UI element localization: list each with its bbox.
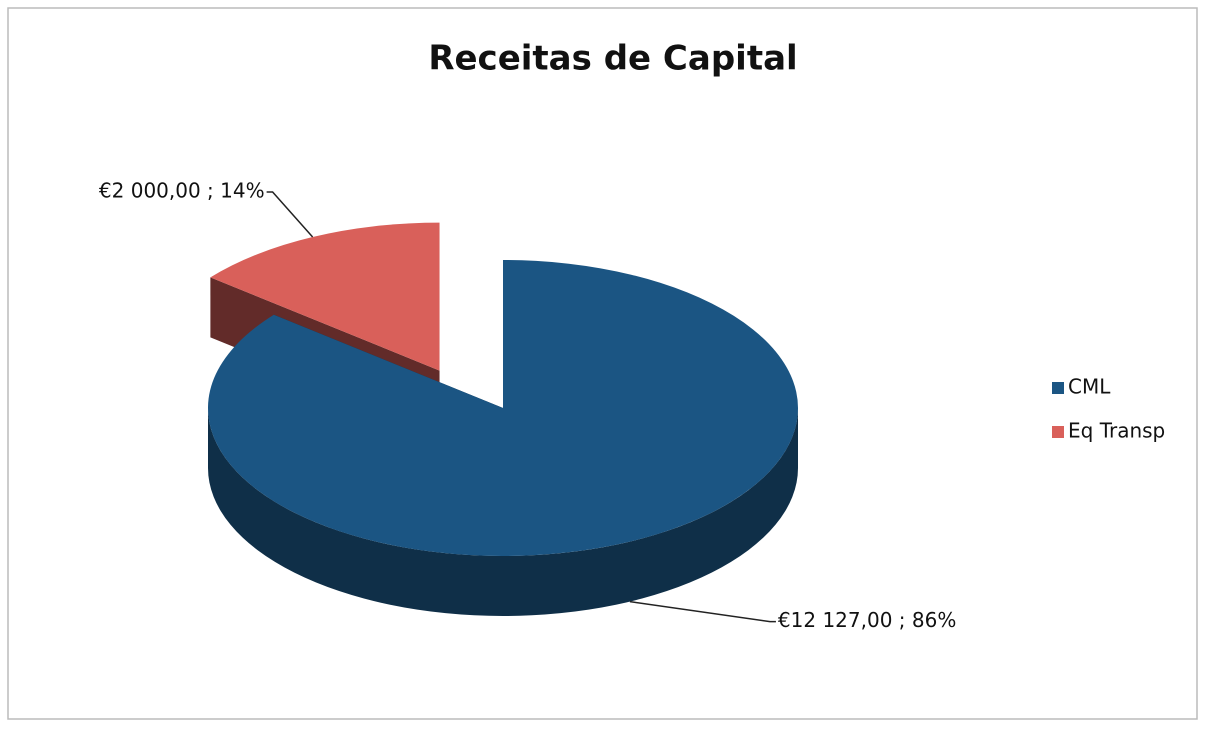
legend-label: CML — [1068, 375, 1111, 399]
legend-swatch — [1052, 382, 1064, 394]
data-label: €2 000,00 ; 14% — [99, 178, 265, 202]
chart-title: Receitas de Capital — [428, 39, 797, 79]
pie-slice — [208, 260, 798, 556]
legend-label: Eq Transp — [1068, 419, 1165, 443]
pie-slice — [210, 222, 440, 371]
leader-line — [266, 191, 314, 238]
leader-line — [629, 600, 776, 623]
slice-side — [208, 408, 798, 616]
legend-swatch — [1052, 426, 1064, 438]
data-label: €12 127,00 ; 86% — [778, 608, 956, 632]
